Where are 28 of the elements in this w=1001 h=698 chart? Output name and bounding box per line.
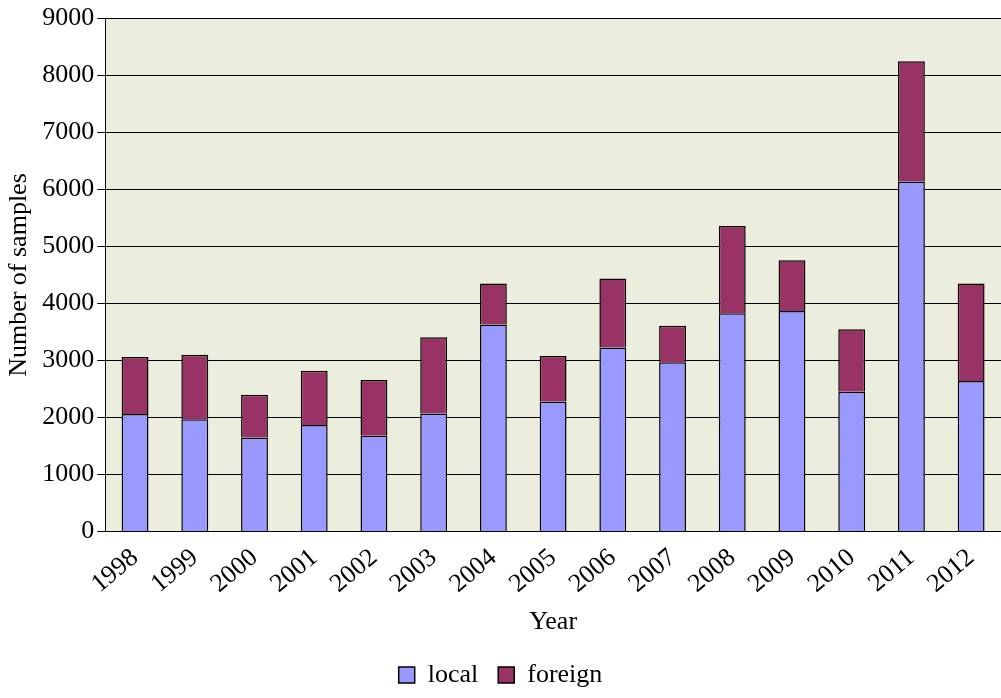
x-tick-label: 2002 bbox=[323, 542, 383, 598]
x-tick-label: 1999 bbox=[144, 542, 204, 598]
y-tick-label: 5000 bbox=[42, 230, 95, 260]
x-tick-label: 2010 bbox=[801, 542, 860, 598]
x-axis-title: Year bbox=[529, 606, 578, 636]
x-tick-label: 2008 bbox=[682, 542, 741, 598]
y-tick-label: 4000 bbox=[42, 287, 95, 317]
y-tick-label: 0 bbox=[81, 515, 95, 545]
y-tick-label: 3000 bbox=[42, 344, 95, 374]
legend-label: local bbox=[427, 658, 479, 688]
x-tick-label: 1998 bbox=[84, 542, 144, 598]
x-tick-label: 2011 bbox=[861, 542, 920, 598]
y-tick-label: 8000 bbox=[42, 59, 95, 89]
legend-label: foreign bbox=[527, 658, 603, 688]
y-axis-title: Number of samples bbox=[3, 173, 33, 377]
y-tick-label: 6000 bbox=[42, 173, 95, 203]
x-tick-label: 2001 bbox=[264, 542, 323, 598]
x-tick-label: 2004 bbox=[443, 542, 502, 598]
x-tick-label: 2006 bbox=[562, 542, 622, 598]
x-tick-label: 2012 bbox=[920, 542, 980, 598]
x-tick-label: 2005 bbox=[502, 542, 562, 598]
x-tick-label: 2000 bbox=[204, 542, 263, 598]
y-tick-label: 1000 bbox=[42, 458, 95, 488]
y-tick-label: 2000 bbox=[42, 401, 95, 431]
y-tick-label: 7000 bbox=[42, 116, 95, 146]
x-tick-label: 2009 bbox=[741, 542, 801, 598]
x-tick-label: 2003 bbox=[383, 542, 442, 598]
y-tick-label: 9000 bbox=[42, 2, 95, 32]
